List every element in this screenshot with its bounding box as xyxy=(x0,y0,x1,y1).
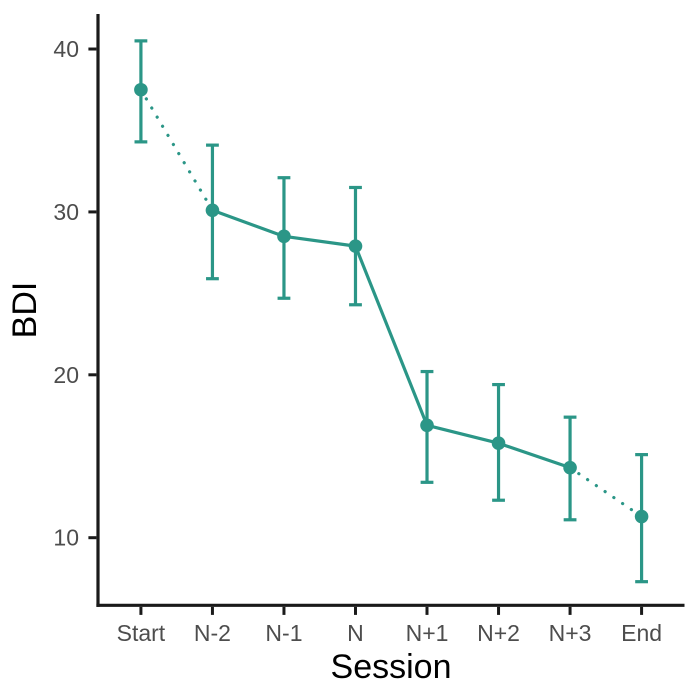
x-tick-label: N-1 xyxy=(265,620,302,646)
x-tick-label: N+3 xyxy=(549,620,592,646)
trend-segment-solid xyxy=(210,208,286,238)
x-axis-title: Session xyxy=(331,648,452,686)
data-point xyxy=(134,82,148,97)
x-tick-label: Start xyxy=(117,620,166,646)
trend-segment-solid xyxy=(425,423,501,445)
y-axis-title: BDI xyxy=(6,282,44,339)
x-tick-label: N-2 xyxy=(194,620,231,646)
x-tick-label: N xyxy=(347,620,364,646)
data-point xyxy=(205,203,220,218)
y-tick-label: 30 xyxy=(53,199,79,225)
x-tick-label: End xyxy=(621,620,662,646)
plot-area: 10 20 30 40 Start N-2 N-1 N N+1 N+2 N+3 End xyxy=(53,14,685,646)
y-tick-label: 40 xyxy=(53,36,79,62)
trend-segment-solid xyxy=(496,441,572,470)
data-point xyxy=(491,436,506,451)
trend-segment-solid xyxy=(282,234,358,248)
y-tick-label: 10 xyxy=(53,525,79,551)
data-point xyxy=(348,239,363,253)
trend-segment-dotted xyxy=(139,88,215,212)
x-tick-label: N+1 xyxy=(406,620,449,646)
data-point xyxy=(420,418,434,433)
x-tick-label: N+2 xyxy=(477,620,520,646)
trend-segment-solid xyxy=(353,244,429,427)
data-point xyxy=(634,509,649,524)
data-point xyxy=(277,229,291,244)
trend-segment-dotted xyxy=(568,466,644,519)
data-point xyxy=(563,460,577,475)
y-tick-label: 20 xyxy=(53,362,79,388)
